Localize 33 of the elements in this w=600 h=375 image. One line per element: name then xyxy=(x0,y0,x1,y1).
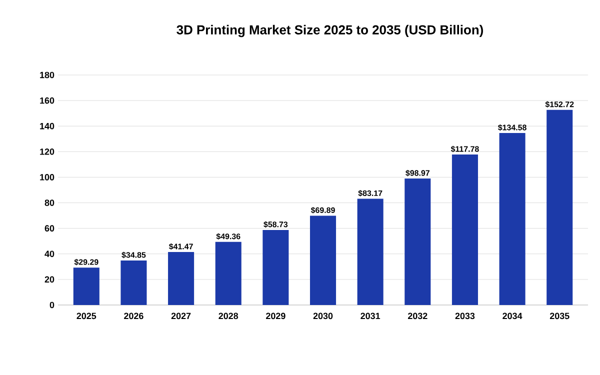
y-tick-label: 120 xyxy=(40,148,54,155)
bar xyxy=(73,268,100,305)
y-tick-label: 60 xyxy=(44,225,54,232)
x-tick-label: 2032 xyxy=(408,312,428,320)
bar xyxy=(357,198,384,305)
chart-title: 3D Printing Market Size 2025 to 2035 (USD Billion) xyxy=(176,24,483,38)
x-tick-label: 2031 xyxy=(360,312,380,320)
bar xyxy=(546,110,573,305)
bar xyxy=(120,260,147,305)
y-tick-label: 100 xyxy=(40,174,54,180)
bar xyxy=(404,178,431,305)
x-tick-label: 2033 xyxy=(455,312,475,320)
x-tick-label: 2026 xyxy=(124,312,144,320)
y-tick-label: 80 xyxy=(44,200,54,206)
y-tick-label: 160 xyxy=(40,97,54,104)
y-tick-label: 40 xyxy=(44,250,54,258)
bar xyxy=(168,252,194,305)
y-tick-label: 140 xyxy=(40,122,54,130)
bar xyxy=(262,230,289,305)
x-tick-label: 2034 xyxy=(502,312,522,320)
bar xyxy=(310,216,336,305)
x-tick-label: 2027 xyxy=(171,312,191,320)
x-tick-label: 2028 xyxy=(218,312,238,320)
x-tick-label: 2029 xyxy=(266,312,286,320)
x-tick-label: 2025 xyxy=(76,312,96,320)
y-tick-label: 180 xyxy=(40,72,54,78)
bar xyxy=(499,133,526,305)
x-tick-label: 2035 xyxy=(550,312,570,320)
bar xyxy=(452,154,478,305)
bar xyxy=(215,242,242,305)
y-tick-label: 0 xyxy=(50,302,54,308)
y-tick-label: 20 xyxy=(44,276,54,283)
x-tick-label: 2030 xyxy=(313,312,333,320)
